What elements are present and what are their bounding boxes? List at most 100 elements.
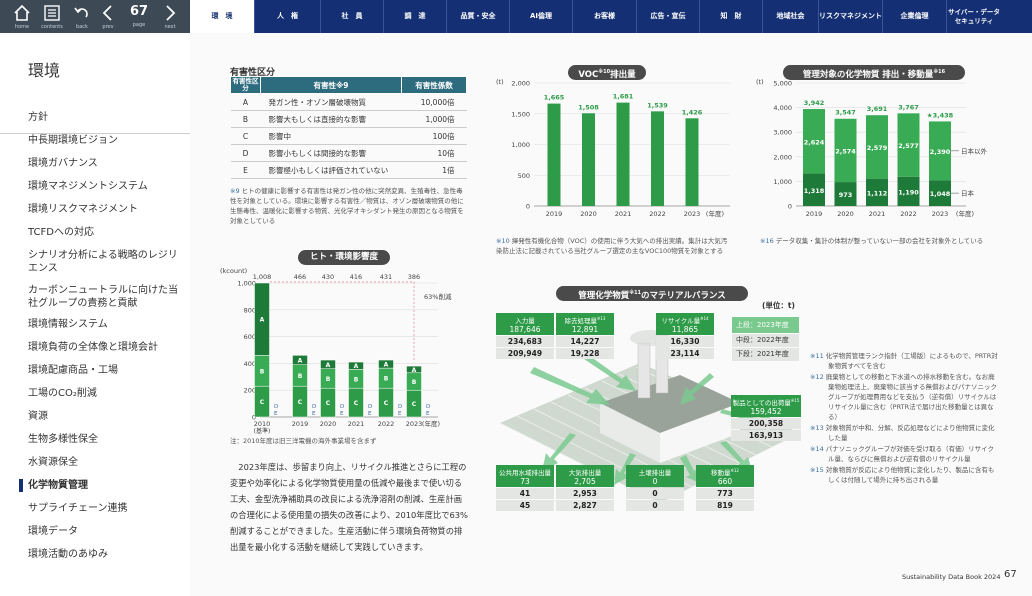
table-row: A 発ガン性・オゾン層破壊物質 10,000倍 <box>230 93 467 111</box>
sidebar-item[interactable]: 環境データ <box>28 526 78 537</box>
segment-label: A <box>260 317 265 324</box>
x-axis-unit: (年度) <box>706 209 724 218</box>
segment-label: D <box>312 404 316 410</box>
sidebar-item[interactable]: シナリオ分析による戦略のレジリエンス <box>28 250 178 274</box>
tab-community[interactable]: 地域社会 <box>762 0 818 33</box>
segment-label: A <box>354 363 359 370</box>
sidebar-item[interactable]: 水資源保全 <box>28 457 78 468</box>
bar <box>616 102 630 206</box>
box-label-text: 公共用水域排出量 <box>499 469 551 478</box>
contents-button[interactable]: contents <box>39 2 65 33</box>
tab-intellectual-property[interactable]: 知 財 <box>699 0 762 33</box>
segment-label: D <box>368 404 372 410</box>
tab-quality-safety[interactable]: 品質・安全 <box>446 0 509 33</box>
chevron-left-icon <box>102 5 112 21</box>
sidebar-item[interactable]: 環境ガバナンス <box>28 158 98 169</box>
bar-segment-overseas <box>866 115 888 179</box>
voc-chart-title: VOC※10排出量 <box>568 65 646 80</box>
sidebar-item[interactable]: 生物多様性保全 <box>28 434 98 445</box>
data-label: 1,539 <box>647 101 668 109</box>
prev-button[interactable]: prev <box>95 2 121 33</box>
page-number: 67 <box>129 4 149 19</box>
sidebar-item[interactable]: 中長期環境ビジョン <box>28 135 118 146</box>
total-label: 3,691 <box>867 105 888 113</box>
note-text: データ収集・集計の体制が整っていない一部の会社を対象外としている <box>775 237 984 245</box>
body-paragraph: 2023年度は、歩留まり向上、リサイクル推進とさらに工程の変更や効率化による化学… <box>230 462 468 552</box>
sidebar-item[interactable]: 環境配慮商品・工場 <box>28 365 118 376</box>
data-label: 1,426 <box>682 108 703 116</box>
sidebar-item[interactable]: 資源 <box>28 411 48 422</box>
bar-segment <box>320 359 336 370</box>
box-label-text: 除去処理量 <box>564 317 598 326</box>
table-cell: C <box>230 127 261 145</box>
balance-note: ※13 対象物質が中和、分解、反応処理などにより他物質に変化した量 <box>810 423 1000 443</box>
note-mark: ※15 <box>810 466 824 474</box>
toxicity-heading: 有害性区分 <box>230 68 276 78</box>
sidebar-item[interactable]: 環境リスクマネジメント <box>28 204 138 215</box>
flow-arrow <box>575 349 636 391</box>
reduction-label: 63%削減 <box>424 292 452 301</box>
sidebar-item[interactable]: 環境活動のあゆみ <box>28 549 108 560</box>
balance-box-value: 234,683 <box>496 336 554 347</box>
balance-unit: (単位：t) <box>762 301 795 310</box>
sidebar-item[interactable]: サプライチェーン連携 <box>28 503 128 514</box>
box-label-text: 移動量 <box>711 469 731 478</box>
tab-human-rights[interactable]: 人 権 <box>254 0 320 33</box>
factory-roof <box>600 375 740 433</box>
table-cell: 100倍 <box>401 127 467 145</box>
tab-employees[interactable]: 社 員 <box>320 0 383 33</box>
home-button[interactable]: home <box>9 2 35 33</box>
balance-box-value: 2,953 <box>556 488 614 499</box>
tab-ai-ethics[interactable]: AI倫理 <box>509 0 572 33</box>
flow-arrow <box>614 453 636 485</box>
tab-customers[interactable]: お客様 <box>572 0 636 33</box>
tab-advertising[interactable]: 広告・宣伝 <box>636 0 699 33</box>
y-tick-label: 1,000 <box>773 178 792 186</box>
sidebar-title: 環境 <box>28 61 61 80</box>
tab-risk-management[interactable]: リスクマネジメント <box>818 0 882 33</box>
legend-japan: 日本 <box>961 189 975 198</box>
tab-environment[interactable]: 環 境 <box>190 0 254 33</box>
balance-box-value: 41 <box>496 488 554 499</box>
bar-segment-overseas <box>834 118 857 183</box>
balance-box: 土壌排出量 0 0 0 <box>626 465 684 511</box>
chimney <box>637 342 651 399</box>
balance-title: 管理化学物質※11のマテリアルバランス <box>556 286 748 301</box>
table-row: D 影響小もしくは間接的な影響 10倍 <box>230 144 467 162</box>
balance-box-value: 19,228 <box>556 348 614 359</box>
tab-procurement[interactable]: 調 達 <box>383 0 446 33</box>
flow-arrow <box>530 367 610 405</box>
back-button[interactable]: back <box>69 2 95 33</box>
sidebar-item[interactable]: 環境情報システム <box>28 319 108 330</box>
box-label-text: リサイクル量 <box>661 317 701 326</box>
segment-label: A <box>298 358 303 365</box>
sidebar-item[interactable]: 方針 <box>28 112 48 123</box>
table-header: 有害性係数 <box>401 76 467 94</box>
base-label: (基準) <box>254 427 271 435</box>
balance-box-value: 187,646 <box>496 324 554 335</box>
tab-cyber-security[interactable]: サイバー・データセキュリティ <box>946 0 1001 33</box>
sidebar-item[interactable]: カーボンニュートラルに向けた当社グループの責務と貢献 <box>28 285 178 309</box>
factory-wall-left <box>600 403 660 463</box>
balance-note: ※12 廃棄物としての移動と下水道への排水移動を含む。なお廃棄物処理法上、廃棄物… <box>810 372 1000 422</box>
impact-chart-title: ヒト・環境影響度 <box>298 250 390 265</box>
sidebar-item[interactable]: TCFDへの対応 <box>28 227 94 238</box>
balance-box-value: 819 <box>696 500 754 511</box>
sidebar-item[interactable]: 工場のCO₂削減 <box>28 388 97 399</box>
sidebar-item[interactable]: 化学物質管理 <box>28 480 88 491</box>
balance-box-value: 73 <box>496 476 554 487</box>
next-button[interactable]: next <box>157 2 183 33</box>
balance-box: 製品としての出荷量※15 159,452 200,358 163,913 <box>731 395 801 441</box>
sidebar-item[interactable]: 環境負荷の全体像と環境会計 <box>28 342 158 353</box>
segment-label: B <box>412 379 417 386</box>
x-tick-label: 2019 <box>292 420 309 428</box>
total-label: 431 <box>380 273 392 281</box>
bar-segment-japan <box>897 176 920 206</box>
bar-segment-overseas <box>929 121 951 181</box>
bar-segment <box>378 359 394 369</box>
tab-corporate-ethics[interactable]: 企業倫理 <box>882 0 946 33</box>
sidebar-item[interactable]: 環境マネジメントシステム <box>28 181 148 192</box>
bar-segment-japan <box>834 182 857 206</box>
x-tick-label: 2022 <box>378 420 395 428</box>
total-label: 3,942 <box>804 99 825 107</box>
